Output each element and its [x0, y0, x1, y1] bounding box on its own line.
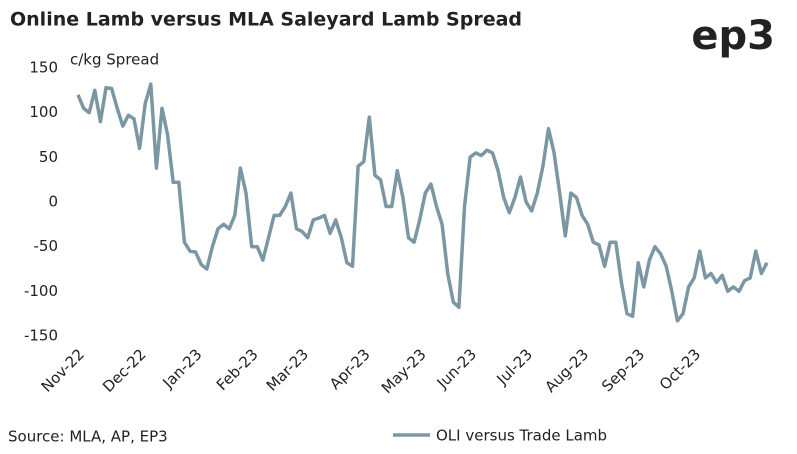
y-tick-label: -150: [24, 327, 58, 345]
x-tick-label: Oct-23: [656, 345, 704, 393]
x-tick-label: May-23: [378, 345, 430, 397]
y-tick-label: 150: [29, 59, 58, 77]
x-tick-label: Aug-23: [541, 345, 592, 396]
legend-label: OLI versus Trade Lamb: [436, 427, 607, 445]
x-tick-label: Nov-22: [38, 345, 88, 395]
x-tick-label: Dec-22: [99, 345, 150, 396]
chart-title: Online Lamb versus MLA Saleyard Lamb Spr…: [10, 9, 522, 31]
x-tick-label: Jan-23: [159, 345, 206, 392]
x-tick-label: Mar-23: [263, 345, 312, 394]
series-line: [76, 82, 769, 323]
x-tick-label: Apr-23: [326, 345, 374, 393]
x-tick-label: Jul-23: [493, 345, 537, 389]
logo: ep3: [691, 13, 775, 59]
y-tick-label: 0: [48, 193, 58, 211]
y-axis-label: c/kg Spread: [70, 51, 159, 69]
x-tick-label: Jun-23: [433, 345, 480, 392]
y-tick-label: -50: [34, 237, 59, 255]
x-tick-label: Sep-23: [598, 345, 648, 395]
y-tick-label: 50: [39, 148, 58, 166]
y-tick-label: 100: [29, 103, 58, 121]
y-tick-label: -100: [24, 282, 58, 300]
source: Source: MLA, AP, EP3: [8, 428, 168, 446]
x-tick-label: Feb-23: [213, 345, 262, 394]
